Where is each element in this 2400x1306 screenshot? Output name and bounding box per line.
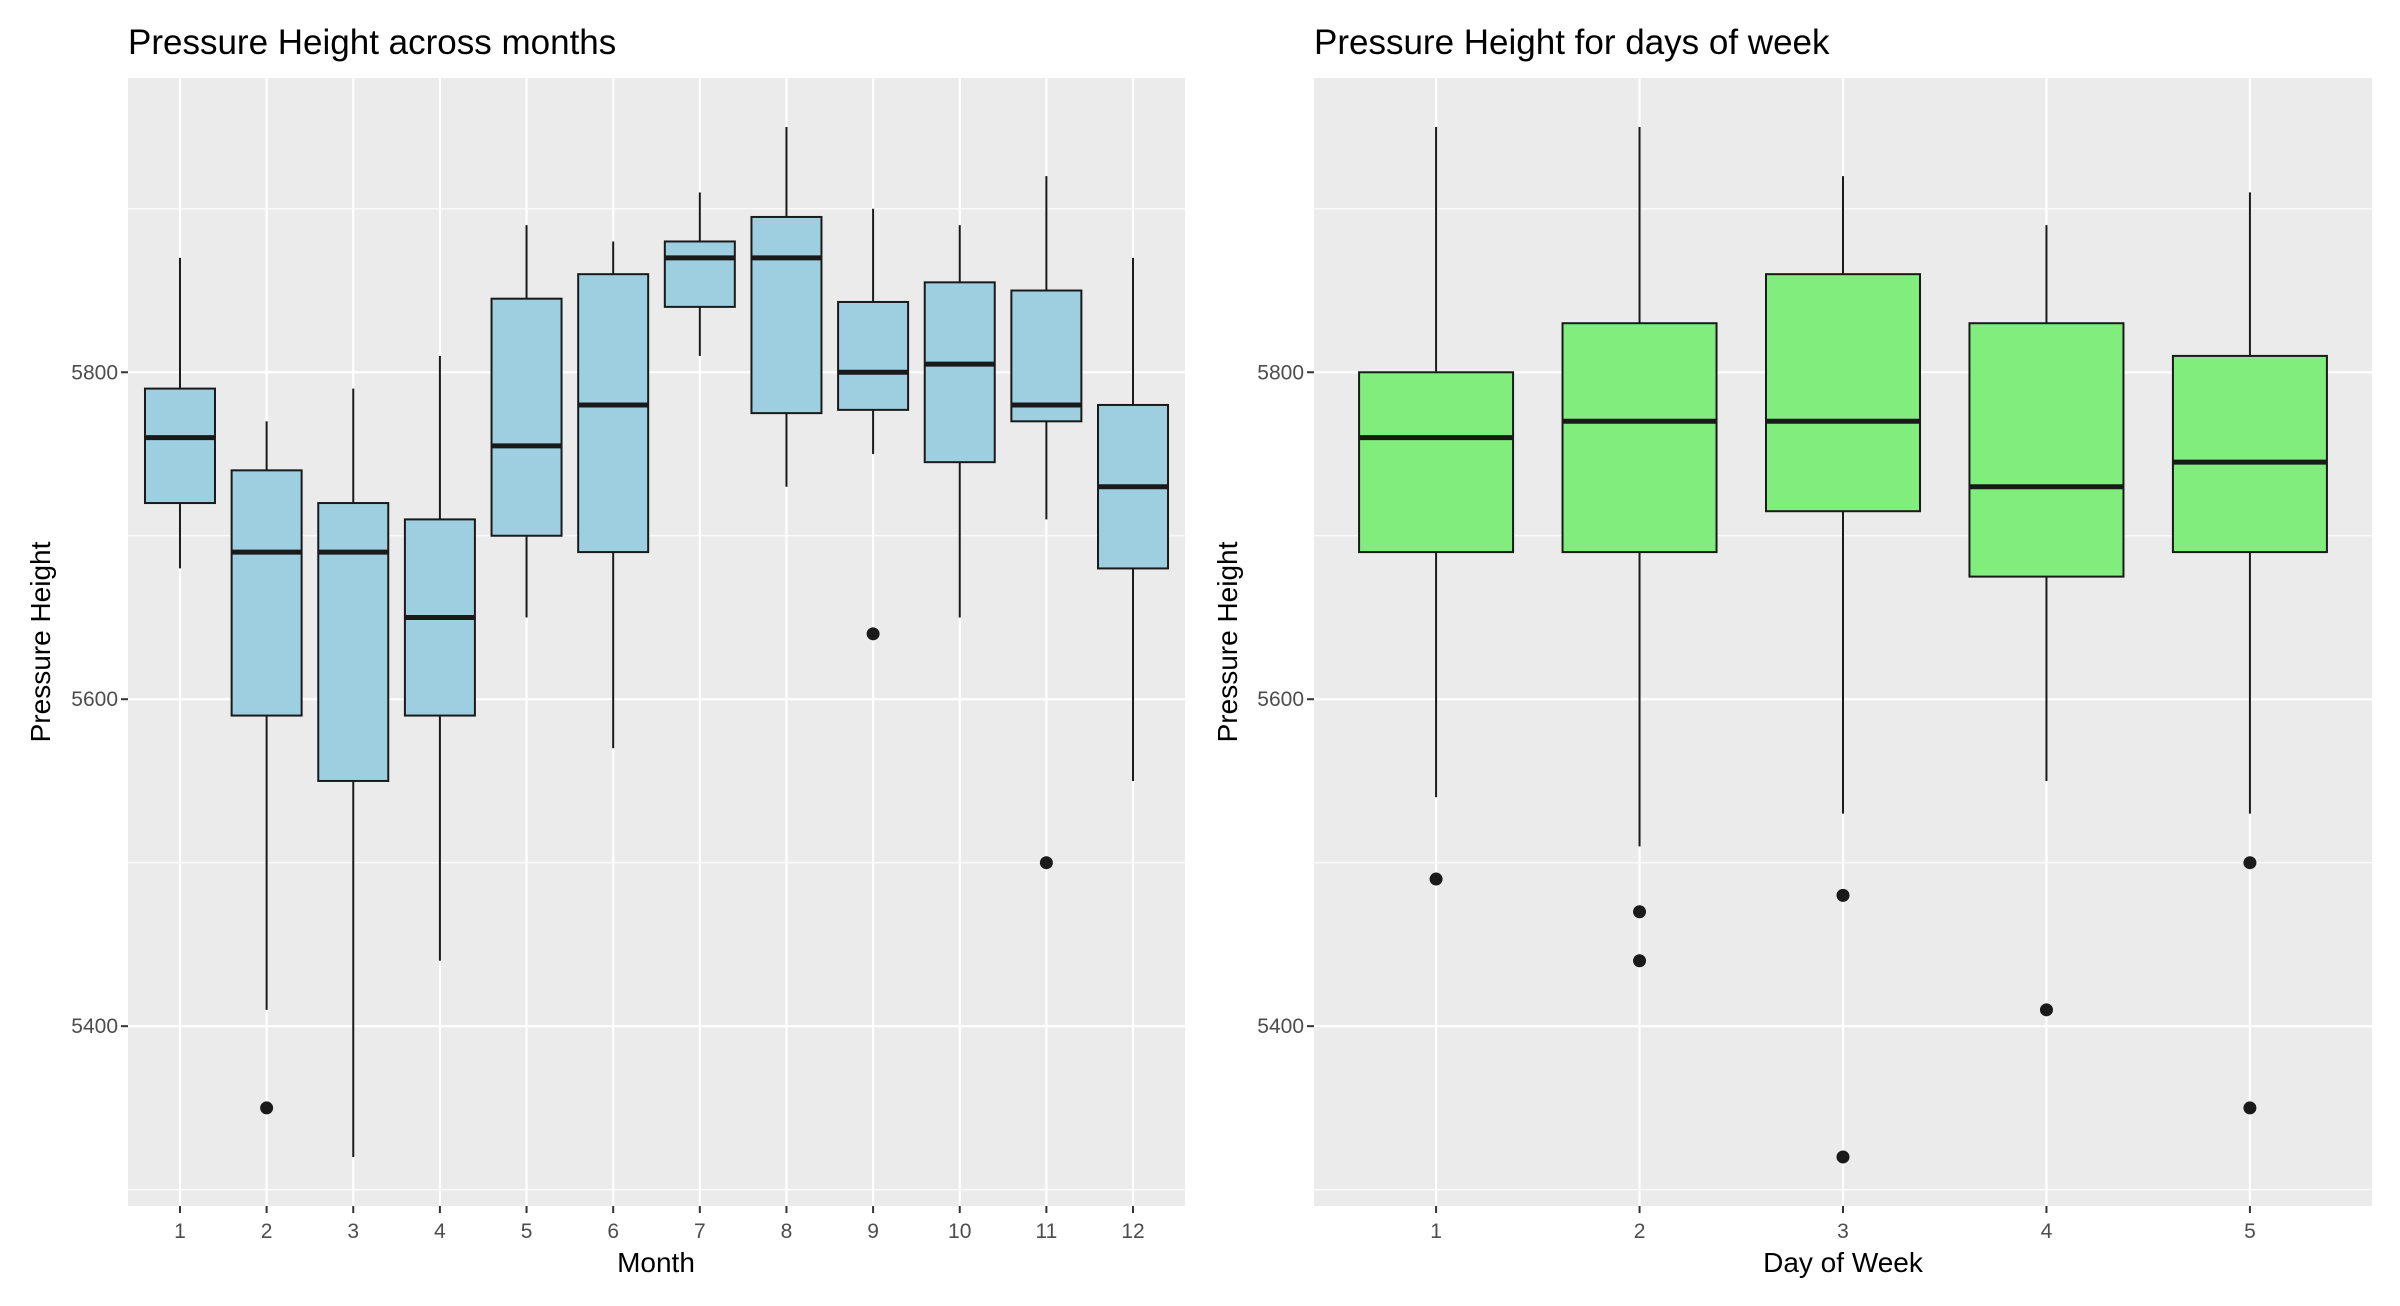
y-tick-label: 5400 — [71, 1015, 118, 1038]
chart-title: Pressure Height for days of week — [1314, 23, 1830, 62]
x-tick-label: 10 — [948, 1220, 971, 1243]
x-tick-label: 2 — [1634, 1220, 1646, 1243]
x-tick-label: 7 — [694, 1220, 706, 1243]
box-body — [1968, 322, 2125, 578]
outlier-point — [2039, 1003, 2053, 1017]
x-axis-label: Day of Week — [1763, 1247, 1924, 1278]
box-body — [1358, 371, 1515, 554]
x-tick-label: 3 — [347, 1220, 359, 1243]
box-9 — [837, 208, 910, 641]
x-tick-label: 2 — [261, 1220, 273, 1243]
y-tick-label: 5800 — [1257, 361, 1304, 384]
box-body — [577, 273, 650, 554]
outlier-point — [260, 1101, 274, 1115]
x-axis-label: Month — [617, 1247, 695, 1278]
y-axis-label: Pressure Height — [1212, 541, 1243, 742]
outlier-point — [1836, 1150, 1850, 1164]
outlier-point — [1429, 872, 1443, 886]
y-tick-labels: 5400 5600 5800 — [71, 361, 128, 1038]
box-body — [490, 297, 563, 537]
y-tick-labels: 5400 5600 5800 — [1257, 361, 1314, 1038]
x-tick-label: 9 — [867, 1220, 879, 1243]
x-tick-label: 6 — [607, 1220, 619, 1243]
x-tick-label: 5 — [521, 1220, 533, 1243]
box-body — [1561, 322, 1718, 554]
outlier-point — [1633, 954, 1647, 968]
boxes-layer — [1358, 127, 2328, 1164]
chart-title: Pressure Height across months — [128, 23, 616, 62]
box-5 — [490, 225, 563, 618]
box-4 — [403, 355, 476, 961]
box-body — [1765, 273, 1921, 513]
months-boxplot-panel: Pressure Height across months 5400560058… — [25, 23, 1185, 1278]
box-6 — [577, 241, 650, 749]
x-tick-label: 5 — [2244, 1220, 2256, 1243]
x-tick-labels: 1 2 3 4 5 6 7 8 9 10 11 12 — [174, 1206, 1145, 1243]
box-2 — [230, 421, 303, 1115]
outlier-point — [2243, 1101, 2257, 1115]
x-tick-label: 4 — [2041, 1220, 2053, 1243]
outlier-point — [866, 627, 880, 641]
box-body — [750, 215, 823, 415]
box-7 — [663, 192, 736, 356]
box-body — [1010, 289, 1083, 423]
box-body — [923, 281, 996, 464]
box-11 — [1010, 176, 1083, 870]
boxes-layer — [143, 127, 1170, 1157]
x-tick-label: 1 — [174, 1220, 186, 1243]
box-8 — [750, 127, 823, 487]
x-tick-label: 1 — [1430, 1220, 1442, 1243]
y-tick-label: 5600 — [71, 688, 118, 711]
box-2 — [1561, 127, 1718, 968]
box-3 — [1765, 176, 1921, 1164]
y-tick-label: 5600 — [1257, 688, 1304, 711]
box-1 — [143, 257, 216, 569]
box-3 — [317, 388, 390, 1157]
x-tick-label: 12 — [1121, 1220, 1144, 1243]
outlier-point — [2243, 856, 2257, 870]
x-tick-label: 4 — [434, 1220, 446, 1243]
x-tick-label: 3 — [1837, 1220, 1849, 1243]
plot-background — [128, 78, 1185, 1206]
box-body — [2171, 354, 2328, 554]
box-1 — [1358, 127, 1515, 886]
box-body — [317, 502, 390, 782]
outlier-point — [1039, 856, 1053, 870]
days-boxplot-panel: Pressure Height for days of week 5400 560… — [1212, 23, 2372, 1278]
box-body — [230, 469, 303, 717]
box-body — [143, 387, 216, 505]
box-10 — [923, 225, 996, 618]
box-body — [837, 300, 910, 411]
x-tick-label: 8 — [781, 1220, 793, 1243]
box-5 — [2171, 192, 2328, 1115]
x-tick-label: 11 — [1035, 1220, 1057, 1243]
outlier-point — [1836, 888, 1850, 902]
box-12 — [1097, 257, 1170, 781]
x-tick-labels: 1 2 3 4 5 — [1430, 1206, 2256, 1243]
y-tick-label: 5800 — [71, 361, 118, 384]
outlier-point — [1633, 905, 1647, 919]
y-axis-label: Pressure Height — [25, 541, 56, 742]
y-tick-label: 5400 — [1257, 1015, 1304, 1038]
box-body — [663, 240, 736, 308]
box-4 — [1968, 225, 2125, 1017]
